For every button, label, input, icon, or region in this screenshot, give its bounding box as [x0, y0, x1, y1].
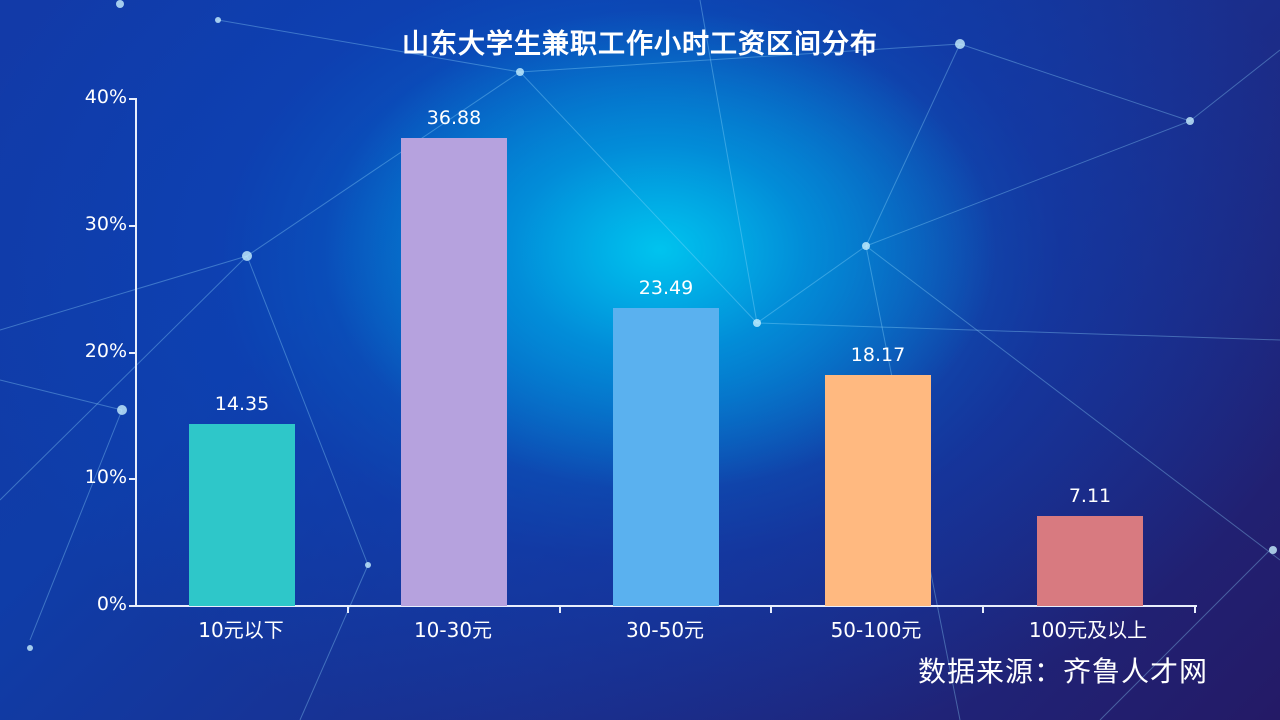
bar-10-30: [401, 137, 507, 606]
y-tick-label: 10%: [84, 466, 127, 488]
y-axis-line: [135, 98, 137, 607]
bar-100-above: [1037, 515, 1143, 606]
x-tick-label: 100元及以上: [1028, 618, 1148, 642]
x-tick-label: 50-100元: [830, 618, 922, 642]
bar-value-label: 23.49: [638, 276, 694, 299]
bar-30-50: [613, 307, 719, 606]
y-tick: [129, 352, 136, 354]
bar-50-100: [825, 375, 931, 606]
bar-value-label: 7.11: [1068, 484, 1112, 507]
x-tick: [559, 605, 561, 613]
y-tick-label: 0%: [96, 593, 127, 615]
bar-10-below: [189, 423, 295, 606]
x-tick: [1194, 605, 1196, 613]
data-source-note: 数据来源：齐鲁人才网: [917, 655, 1208, 688]
y-tick: [129, 225, 136, 227]
x-tick-label: 10元以下: [198, 618, 284, 642]
y-tick: [129, 478, 136, 480]
x-tick-label: 30-50元: [625, 618, 705, 642]
x-tick: [982, 605, 984, 613]
bar-value-label: 18.17: [850, 344, 906, 367]
y-tick: [129, 98, 136, 100]
y-tick: [129, 605, 136, 607]
x-axis-line: [135, 605, 1197, 607]
x-tick: [347, 605, 349, 613]
bar-value-label: 14.35: [214, 392, 270, 415]
y-tick-label: 30%: [84, 213, 127, 235]
bar-value-label: 36.88: [426, 106, 482, 129]
x-tick: [770, 605, 772, 613]
y-tick-label: 20%: [84, 340, 127, 362]
y-tick-label: 40%: [84, 86, 127, 108]
chart-title: 山东大学生兼职工作小时工资区间分布: [402, 29, 878, 60]
x-tick-label: 10-30元: [413, 618, 493, 642]
